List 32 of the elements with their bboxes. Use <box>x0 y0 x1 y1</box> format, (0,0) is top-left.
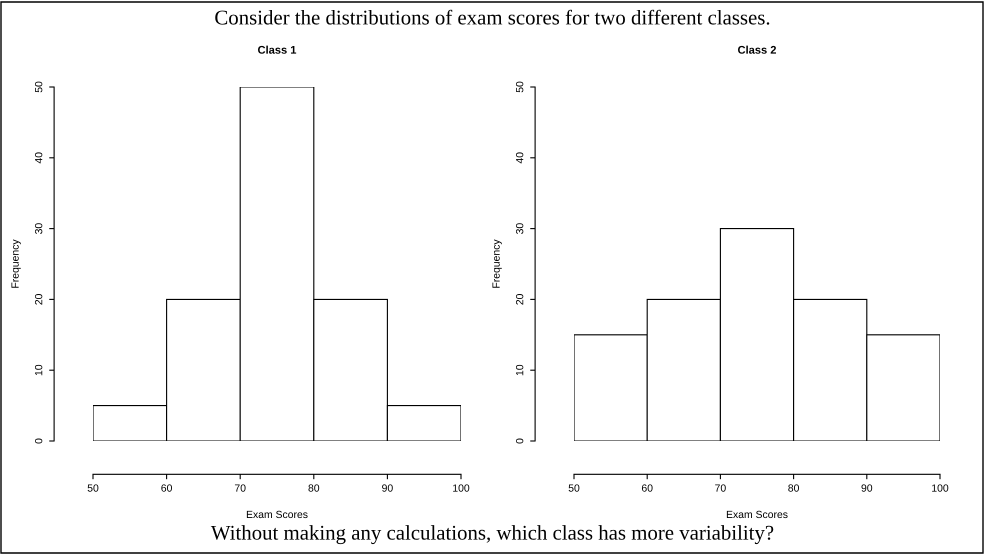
y-tick-label: 40 <box>34 152 42 164</box>
x-tick-label: 100 <box>453 484 470 492</box>
y-tick-label: 40 <box>516 152 524 164</box>
x-tick-label: 70 <box>715 484 726 492</box>
y-axis-title: Frequency <box>492 239 502 288</box>
y-tick-label: 50 <box>516 82 524 92</box>
x-axis-title: Exam Scores <box>726 510 788 518</box>
y-tick-label: 10 <box>516 364 524 376</box>
x-tick-label: 100 <box>932 484 948 492</box>
y-tick-label: 30 <box>516 223 524 234</box>
x-tick-label: 90 <box>382 484 393 492</box>
y-tick-label: 20 <box>34 294 42 305</box>
text: Without making any calculations, which class has more variability? <box>210 525 774 544</box>
x-tick-label: 80 <box>788 484 799 492</box>
x-tick-label: 70 <box>234 484 246 492</box>
y-axis-title: Frequency <box>11 239 21 288</box>
chart-title: Class 1 <box>258 46 296 54</box>
y-tick-label: 0 <box>34 438 42 444</box>
x-tick-label: 90 <box>861 484 872 492</box>
x-tick-label: 50 <box>568 484 580 492</box>
y-tick-label: 0 <box>516 438 524 444</box>
x-tick-label: 60 <box>642 484 653 492</box>
y-tick-label: 10 <box>34 364 42 376</box>
y-tick-label: 20 <box>516 294 524 305</box>
text: Consider the distributions of exam scores for two different classes. <box>215 10 770 25</box>
x-tick-label: 80 <box>308 484 320 492</box>
x-tick-label: 60 <box>161 484 172 492</box>
chart-title: Class 2 <box>738 46 776 54</box>
x-tick-label: 50 <box>88 484 98 492</box>
y-tick-label: 30 <box>34 223 42 234</box>
y-tick-label: 50 <box>34 82 42 92</box>
x-axis-title: Exam Scores <box>246 510 308 518</box>
